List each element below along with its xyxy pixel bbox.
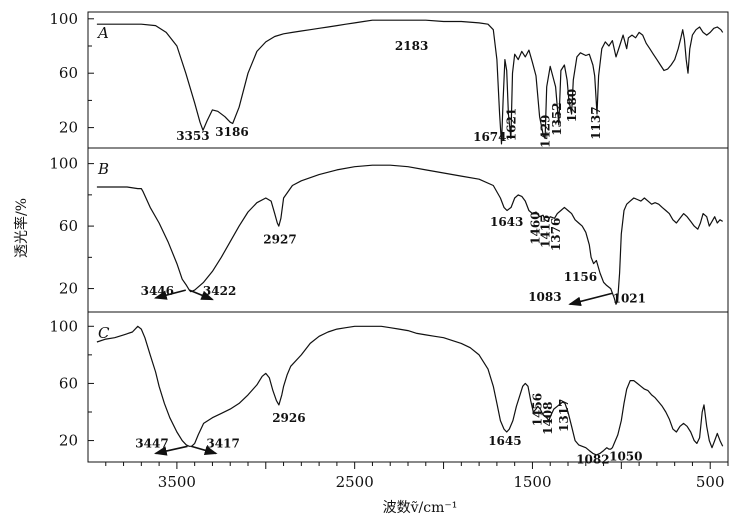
peak-label: 3417	[206, 437, 239, 451]
peak-label: 2926	[272, 411, 305, 425]
panel-B: 100 60 20 B	[49, 147, 728, 305]
annotation-arrow	[154, 289, 186, 300]
y-tick-label: 100	[49, 317, 78, 335]
panel-letter-C: C	[98, 324, 110, 342]
plot-border	[87, 11, 729, 463]
peak-label: 1317	[557, 399, 571, 432]
annotation-arrow	[190, 445, 218, 455]
annotation-arrow	[189, 289, 214, 301]
peak-label: 1352	[550, 102, 564, 135]
peak-label: 1429	[538, 115, 552, 148]
x-axis-title: 波数ṽ/cm⁻¹	[383, 500, 458, 516]
peak-label: 1137	[589, 106, 603, 139]
peak-label: 1050	[609, 450, 642, 464]
y-tick-label: 20	[59, 119, 78, 137]
spectrum-line-A	[96, 19, 724, 145]
peak-label: 1408	[541, 401, 555, 434]
y-axis-title: 透光率/%	[13, 198, 30, 258]
y-tick-label: 100	[49, 10, 78, 28]
peak-label: 1082	[576, 452, 609, 466]
peak-label: 1456	[530, 393, 544, 426]
peak-label: 3186	[215, 125, 248, 139]
peak-label: 1643	[490, 215, 523, 229]
peak-label: 1460	[529, 211, 543, 244]
annotation-arrow	[568, 292, 613, 307]
peak-label: 3447	[135, 437, 168, 451]
x-tick-label: 3500	[158, 473, 196, 491]
x-tick-label: 500	[696, 473, 725, 491]
peak-label: 1645	[488, 434, 521, 448]
panel-letter-B: B	[97, 160, 109, 178]
peak-label: 3446	[141, 284, 174, 298]
peak-label: 1156	[564, 270, 597, 284]
x-axis: 3500 2500 1500 500	[105, 462, 729, 491]
peak-label: 2183	[395, 39, 428, 53]
panel-C: 100 60 20 C	[49, 311, 728, 456]
y-tick-label: 60	[59, 64, 78, 82]
panel-A: 100 60 20 A	[49, 10, 724, 145]
spectrum-line-B	[96, 164, 724, 305]
peak-label: 1376	[549, 218, 563, 251]
annotation-arrow	[153, 445, 188, 456]
peak-label: 3422	[203, 284, 236, 298]
peak-label: 1280	[565, 89, 579, 122]
x-tick-label: 2500	[336, 473, 374, 491]
peak-label: 1621	[505, 108, 519, 141]
x-tick-label: 1500	[513, 473, 551, 491]
spectra-panels: 100 60 20 A 100 60 20 B 100 60 20 C 3353 3186 2183 1674…	[49, 10, 728, 466]
peak-label: 1083	[528, 290, 561, 304]
y-tick-label: 100	[49, 155, 78, 173]
y-tick-label: 20	[59, 280, 78, 298]
spectrum-line-C	[96, 325, 724, 456]
peak-label: 1674	[473, 130, 506, 144]
peak-label: 2927	[263, 232, 296, 246]
peak-label: 3353	[176, 129, 209, 143]
peak-label: 1021	[613, 292, 646, 306]
panel-letter-A: A	[96, 24, 109, 42]
y-tick-label: 20	[59, 432, 78, 450]
peak-label: 1415	[538, 215, 552, 248]
plot-frame	[87, 11, 729, 463]
y-tick-label: 60	[59, 217, 78, 235]
y-tick-label: 60	[59, 374, 78, 392]
